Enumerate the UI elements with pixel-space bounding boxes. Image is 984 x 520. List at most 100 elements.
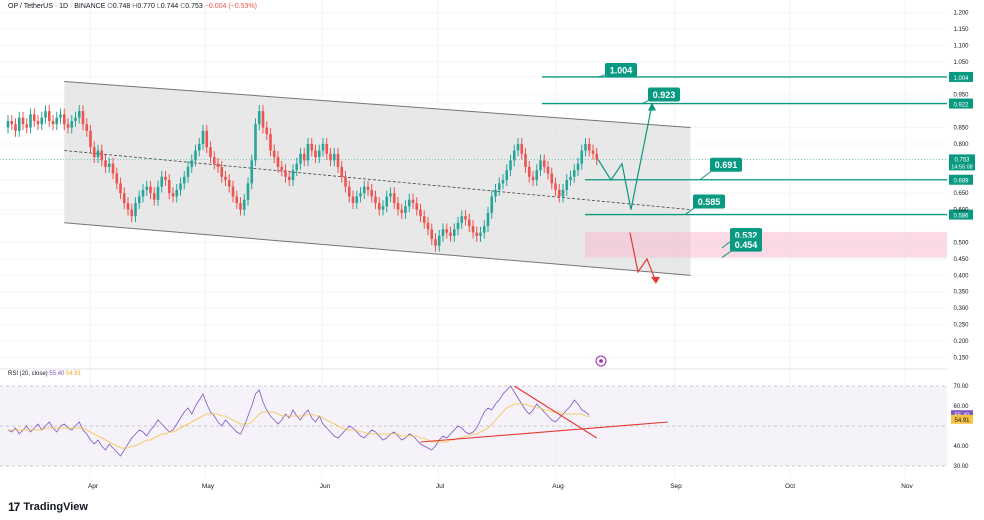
candle-body — [40, 117, 44, 125]
candle-body — [482, 226, 486, 233]
candle-body — [377, 203, 381, 210]
level-label: 0.585 — [698, 197, 721, 207]
candle-body — [265, 127, 269, 135]
candle-body — [70, 120, 74, 128]
countdown-text: 14:55:08 — [951, 164, 972, 170]
candle-body — [576, 163, 580, 171]
candle-body — [137, 196, 141, 204]
candle-body — [115, 173, 119, 184]
candle-body — [572, 170, 576, 177]
candle-body — [10, 120, 14, 125]
level-label-box[interactable] — [648, 87, 680, 102]
level-label-box[interactable] — [710, 157, 742, 172]
candle-body — [85, 124, 89, 131]
candle-body — [302, 153, 306, 161]
candle-body — [276, 157, 280, 167]
candle-body — [441, 229, 445, 236]
candle-body — [239, 203, 242, 210]
candle-body — [100, 150, 104, 161]
candle-body — [130, 209, 134, 217]
candle-body — [347, 186, 351, 197]
candle-body — [554, 183, 557, 190]
rsi-label[interactable]: RSI (20, close) — [8, 371, 48, 377]
tradingview-logo[interactable]: 17 TradingView — [8, 500, 88, 514]
candle-body — [77, 111, 81, 118]
candle-body — [486, 212, 490, 227]
candle-body — [419, 209, 422, 217]
replay-icon-dot — [599, 359, 603, 363]
rsi-tick-label: 60.00 — [953, 404, 969, 410]
candle-body — [149, 186, 152, 194]
candle-body — [437, 235, 441, 246]
candle-body — [497, 183, 501, 190]
candle-body — [520, 143, 524, 154]
candle-body — [471, 226, 475, 233]
candle-body — [422, 216, 426, 223]
candle-body — [310, 143, 314, 151]
rsi-value: 55.40 — [49, 371, 65, 377]
candle-body — [565, 180, 569, 190]
candle-body — [550, 173, 554, 184]
time-tick-label: Nov — [901, 483, 913, 490]
candle-body — [44, 111, 47, 118]
candles — [0, 105, 947, 252]
candle-body — [539, 160, 542, 171]
candle-body — [156, 186, 160, 200]
candle-body — [55, 117, 59, 125]
candle-body — [51, 120, 55, 125]
candle-body — [167, 180, 171, 194]
price-tick-label: 0.150 — [953, 355, 969, 361]
candle-body — [269, 134, 272, 151]
symbol-title[interactable]: OP / TetherUS · 1D · BINANCE — [8, 3, 106, 10]
candle-body — [329, 153, 332, 161]
candle-body — [314, 150, 317, 158]
red-target-zone — [585, 231, 947, 258]
level-label-box[interactable] — [693, 194, 725, 209]
candle-body — [104, 160, 107, 167]
candle-body — [400, 209, 404, 213]
candle-body — [407, 199, 411, 207]
candle-body — [272, 150, 276, 158]
candle-body — [374, 196, 377, 204]
candle-body — [194, 150, 197, 161]
candle-body — [370, 189, 374, 197]
rsi-panel[interactable] — [0, 385, 947, 467]
candle-body — [126, 203, 130, 210]
close-value: 0.753 — [185, 3, 203, 10]
candle-body — [242, 199, 246, 210]
level-label: 0.691 — [715, 160, 738, 170]
current-price-badge — [949, 154, 975, 171]
candle-body — [201, 130, 205, 144]
candle-body — [467, 219, 471, 227]
price-tick-label: 0.450 — [953, 257, 969, 263]
candle-body — [490, 196, 494, 213]
candle-body — [452, 229, 456, 236]
candle-body — [182, 176, 186, 184]
candle-body — [284, 170, 287, 177]
candle-body — [32, 114, 36, 121]
rsi-tick-label: 40.00 — [953, 444, 969, 450]
time-tick-label: Sep — [670, 483, 682, 490]
candle-body — [411, 199, 415, 204]
level-label-box[interactable] — [605, 62, 637, 77]
symbol-header: OP / TetherUS · 1D · BINANCE O0.748 H0.7… — [8, 3, 257, 10]
candle-body — [220, 166, 224, 177]
axis-level-text: 0.586 — [953, 214, 969, 220]
candle-body — [152, 193, 156, 200]
time-tick-label: Apr — [88, 483, 99, 490]
price-levels[interactable]: 1.004 1.004 0.923 0.922 0.691 0.689 0.585 0.586… — [542, 62, 973, 258]
candle-body — [587, 143, 591, 151]
candle-body — [561, 189, 565, 197]
rsi-header: RSI (20, close) 55.40 54.91 — [8, 371, 81, 377]
level-label-box[interactable] — [730, 237, 762, 252]
candle-body — [426, 222, 430, 230]
low-value: 0.744 — [160, 3, 179, 10]
candle-body — [580, 150, 584, 164]
time-tick-label: Jun — [320, 483, 331, 490]
candle-body — [332, 153, 336, 161]
candle-body — [340, 166, 344, 177]
level-label: 1.004 — [610, 65, 633, 75]
price-tick-label: 1.150 — [953, 27, 969, 33]
candle-body — [190, 160, 194, 167]
